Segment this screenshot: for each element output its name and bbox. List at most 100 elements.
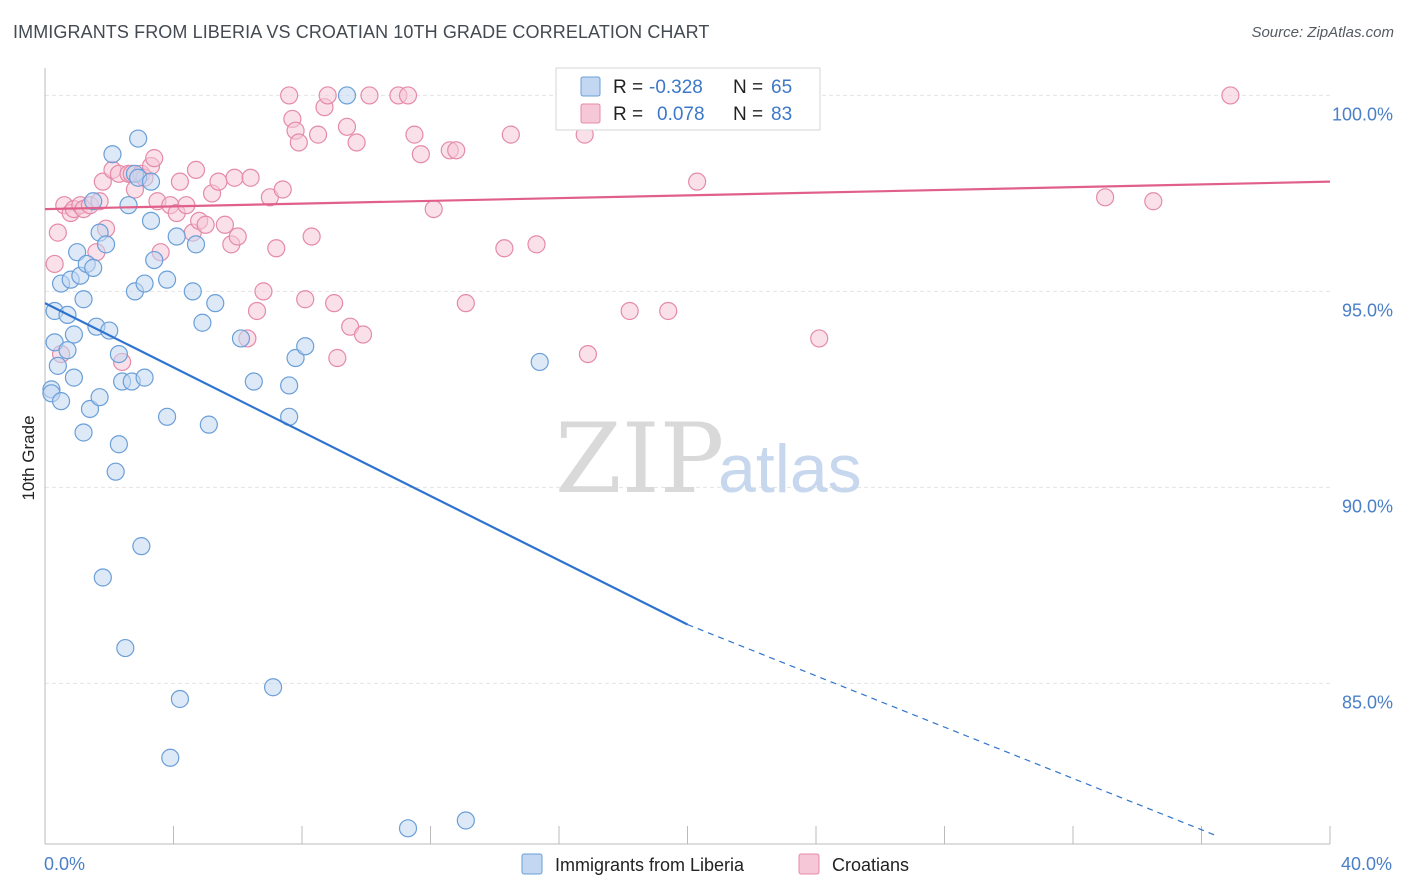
series-liberia (42, 86, 549, 838)
legend: Immigrants from Liberia Croatians (521, 853, 909, 875)
point-croatians (337, 117, 357, 136)
point-croatians (360, 86, 379, 105)
point-liberia (141, 211, 161, 230)
point-croatians (289, 133, 308, 152)
stats-box: R = -0.328 N = 65 R = 0.078 N = 83 (555, 67, 821, 131)
point-croatians (280, 86, 299, 105)
point-liberia (84, 192, 103, 211)
x-tick-label-min: 0.0% (44, 854, 85, 874)
point-croatians (296, 290, 315, 309)
trend-line-croatians (44, 180, 1331, 211)
point-liberia (183, 282, 202, 301)
point-croatians (241, 168, 260, 187)
x-ticks (44, 826, 1331, 844)
point-liberia (90, 388, 109, 407)
point-liberia (145, 250, 164, 270)
point-croatians (170, 172, 190, 191)
legend-label-croatians: Croatians (832, 855, 909, 875)
point-liberia (64, 368, 84, 387)
legend-swatch-liberia (521, 853, 543, 875)
point-liberia (157, 270, 177, 289)
legend-swatch-croatians (798, 853, 820, 875)
y-axis-label: 10th Grade (19, 415, 38, 500)
point-croatians (578, 345, 598, 364)
point-croatians (1144, 192, 1163, 211)
point-croatians (501, 125, 520, 144)
stats-pink-r-label: R = (613, 104, 643, 125)
point-liberia (161, 748, 180, 767)
point-liberia (296, 337, 315, 356)
point-liberia (93, 568, 112, 587)
point-liberia (132, 537, 151, 556)
point-liberia (129, 129, 148, 148)
y-tick-label: 100.0% (1332, 104, 1393, 124)
point-liberia (48, 356, 67, 375)
stats-pink-n-value: 83 (771, 104, 792, 125)
point-croatians (1096, 188, 1115, 207)
point-liberia (116, 638, 135, 658)
y-tick-label: 90.0% (1342, 496, 1393, 516)
point-croatians (225, 168, 244, 187)
point-liberia (64, 325, 84, 344)
stats-pink-swatch (580, 103, 601, 124)
point-croatians (308, 125, 328, 144)
point-croatians (325, 294, 344, 313)
point-croatians (353, 325, 373, 344)
y-tick-label: 85.0% (1342, 692, 1393, 712)
point-liberia (68, 243, 87, 262)
point-liberia (58, 341, 77, 360)
point-croatians (347, 133, 366, 152)
point-croatians (405, 125, 424, 144)
y-tick-labels: 85.0% 90.0% 95.0% 100.0% (1332, 104, 1393, 712)
x-tick-label-max: 40.0% (1341, 854, 1392, 874)
point-croatians (48, 223, 67, 242)
point-croatians (228, 227, 247, 246)
point-croatians (254, 282, 273, 301)
chart-title: IMMIGRANTS FROM LIBERIA VS CROATIAN 10TH… (13, 22, 710, 42)
point-croatians (1221, 86, 1240, 105)
point-liberia (530, 352, 549, 372)
point-liberia (103, 145, 122, 164)
point-croatians (328, 348, 347, 368)
point-croatians (209, 172, 228, 191)
point-croatians (424, 199, 443, 219)
point-liberia (135, 368, 154, 387)
point-liberia (135, 274, 154, 293)
point-croatians (456, 294, 475, 313)
point-liberia (263, 678, 283, 697)
stats-blue-n-value: 65 (771, 77, 792, 98)
point-croatians (215, 215, 234, 234)
point-liberia (80, 399, 100, 419)
point-liberia (74, 423, 93, 442)
stats-blue-r-label: R = (613, 77, 643, 98)
point-croatians (45, 254, 64, 274)
point-croatians (620, 301, 639, 321)
point-liberia (280, 376, 299, 395)
trend-line-liberia (44, 302, 688, 626)
point-liberia (109, 345, 128, 364)
point-liberia (84, 258, 103, 277)
point-croatians (447, 141, 466, 160)
stats-pink-r-value: 0.078 (657, 104, 705, 125)
y-tick-label: 95.0% (1342, 300, 1393, 320)
stats-blue-swatch (580, 76, 601, 97)
point-liberia (286, 348, 305, 368)
point-croatians (688, 172, 707, 191)
point-liberia (141, 172, 161, 191)
watermark-zip: ZIP (555, 403, 724, 515)
point-liberia (398, 819, 418, 838)
point-liberia (231, 329, 251, 348)
point-croatians (247, 301, 267, 321)
source-label: Source: ZipAtlas.com (1251, 24, 1394, 41)
trend-line-liberia-extrapolated (687, 623, 1218, 837)
point-croatians (93, 172, 112, 191)
point-liberia (109, 435, 128, 454)
watermark-atlas: atlas (718, 431, 862, 507)
point-liberia (170, 689, 190, 709)
point-croatians (398, 86, 418, 105)
point-liberia (74, 290, 93, 309)
point-liberia (244, 372, 263, 391)
point-liberia (167, 227, 186, 246)
point-croatians (196, 215, 215, 234)
point-liberia (106, 462, 125, 481)
